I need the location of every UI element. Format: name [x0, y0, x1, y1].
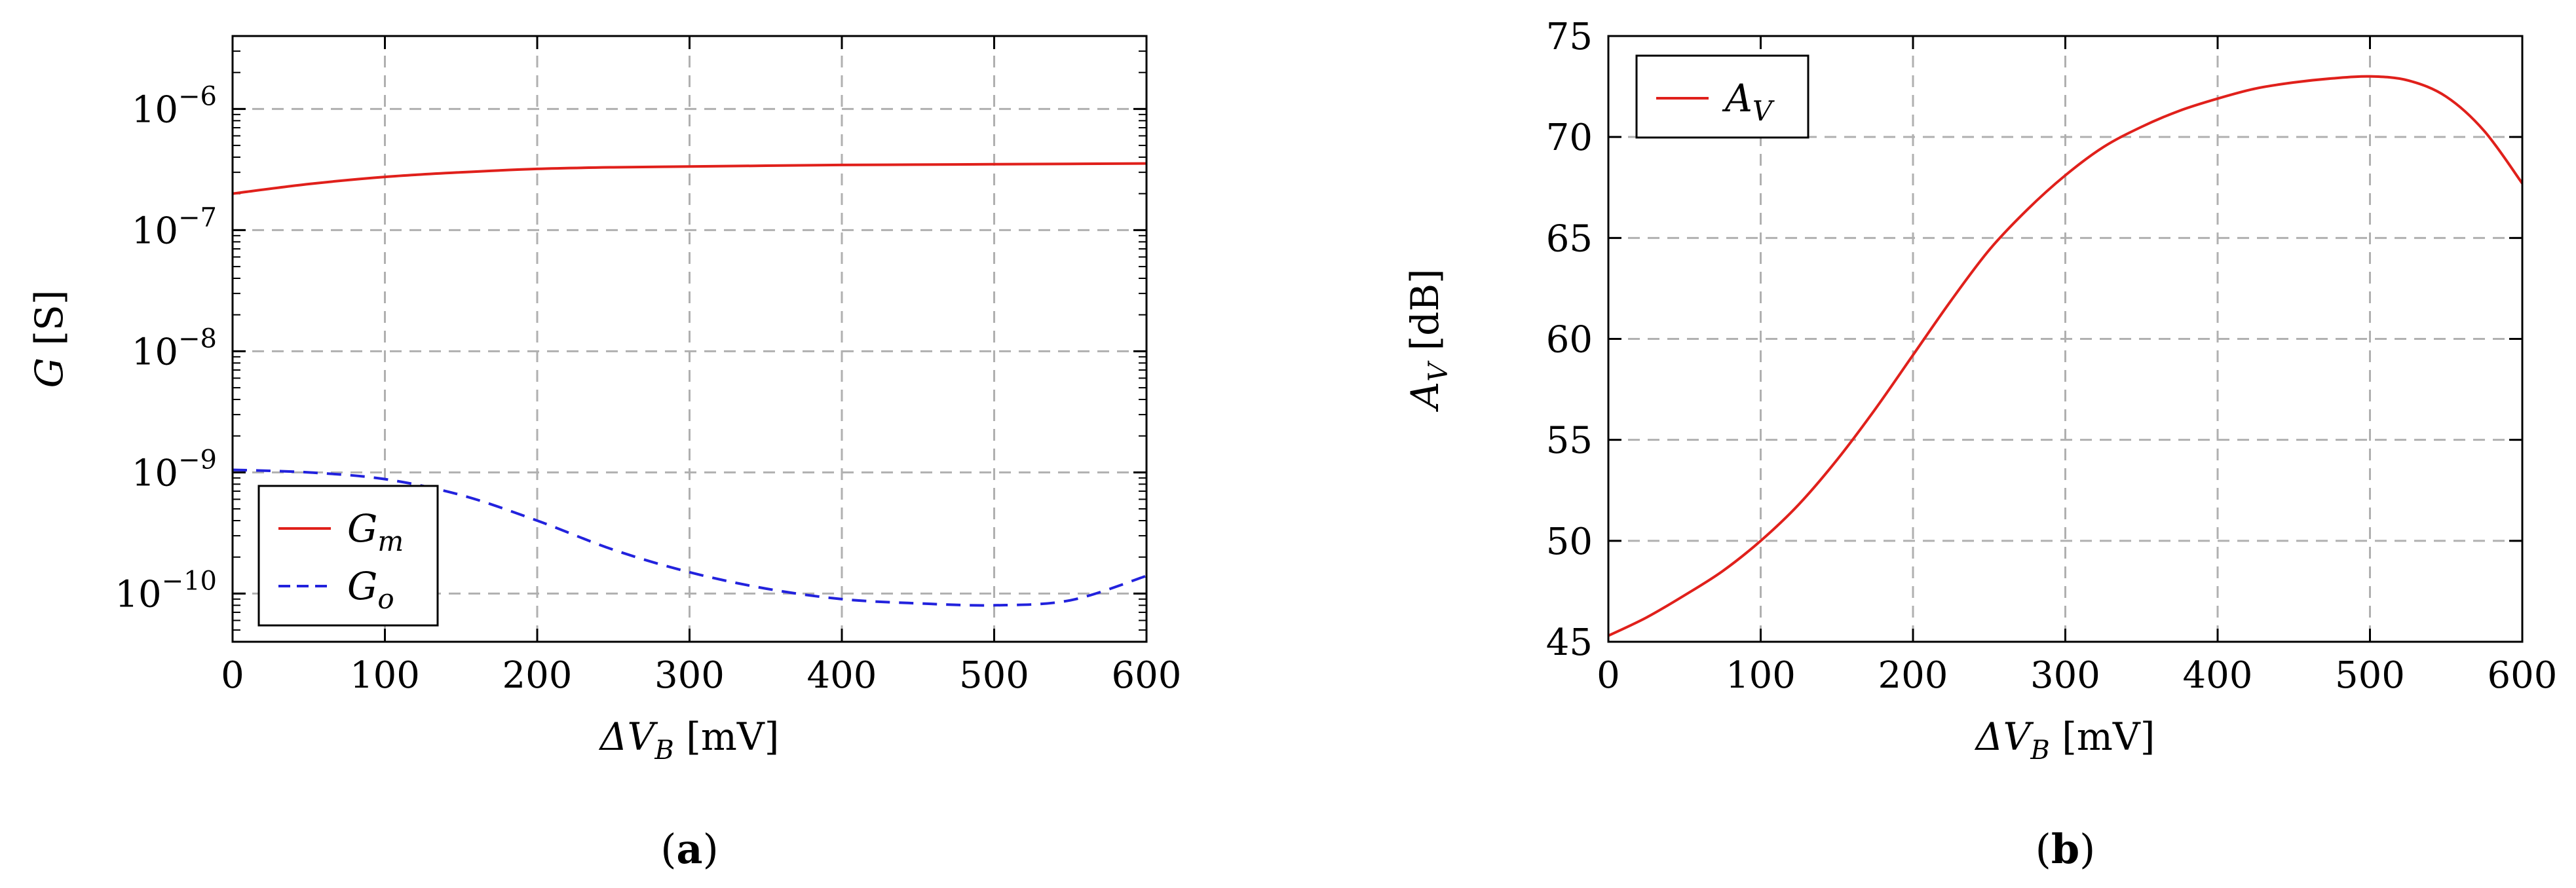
x-tick-label: 500 [959, 654, 1029, 697]
x-tick-label: 600 [2488, 654, 2558, 697]
y-tick-label: 10−8 [132, 324, 217, 373]
x-tick-label: 200 [502, 654, 573, 697]
chart-b: 0 100 200 300 400 500 600 45 50 55 60 65 70 75 ΔVB​ [m… [1403, 16, 2557, 873]
y-tick-label: 10−7 [132, 202, 217, 252]
plot-frame [231, 35, 1148, 643]
y-axis-label: G [S] [27, 290, 71, 388]
x-tick-label: 100 [1726, 654, 1796, 697]
legend-label: Gm [347, 506, 404, 557]
chart-a: 0 100 200 300 400 500 600 10−10 10−9 10−8 10−7 10−6… [27, 35, 1182, 873]
series-line-g-o [232, 468, 1147, 607]
x-tick-label: 400 [2183, 654, 2253, 697]
y-tick-label: 75 [1546, 16, 1593, 58]
x-tick-label: 300 [654, 654, 725, 697]
y-tick-label: 60 [1546, 319, 1593, 361]
x-tick-label: 500 [2335, 654, 2405, 697]
legend-label: AV [1722, 76, 1775, 127]
x-axis-label: ΔVB​ [mV] [599, 714, 780, 766]
series-line-a-v [1608, 75, 2524, 637]
legend-box [1635, 54, 1809, 139]
legend-box [257, 485, 439, 627]
y-tick-label: 10−6 [132, 81, 217, 131]
y-tick-label: 50 [1546, 521, 1593, 563]
x-tick-label: 400 [807, 654, 877, 697]
subfigure-caption: (a) [660, 825, 719, 873]
y-tick-label: 65 [1546, 217, 1593, 260]
x-tick-label: 200 [1878, 654, 1948, 697]
y-tick-label: 70 [1546, 117, 1593, 159]
x-axis-label: ΔVB​ [mV] [1975, 714, 2155, 766]
plot-frame [1607, 35, 2524, 643]
x-tick-label: 100 [350, 654, 420, 697]
x-tick-label: 0 [221, 654, 244, 697]
x-tick-label: 0 [1597, 654, 1620, 697]
legend-label: Go [347, 564, 394, 615]
legend: Gm Go [257, 485, 439, 627]
legend: AV [1635, 54, 1809, 139]
x-tick-label: 600 [1112, 654, 1182, 697]
y-axis-label: AV​ [dB] [1403, 268, 1454, 412]
y-tick-label: 55 [1546, 420, 1593, 462]
subfigure-caption: (b) [2036, 825, 2096, 873]
y-tick-label: 10−10 [115, 566, 217, 616]
y-tick-label: 45 [1546, 621, 1593, 664]
x-tick-label: 300 [2030, 654, 2100, 697]
y-tick-label: 10−9 [132, 445, 217, 494]
series-line-g-m [232, 162, 1147, 195]
